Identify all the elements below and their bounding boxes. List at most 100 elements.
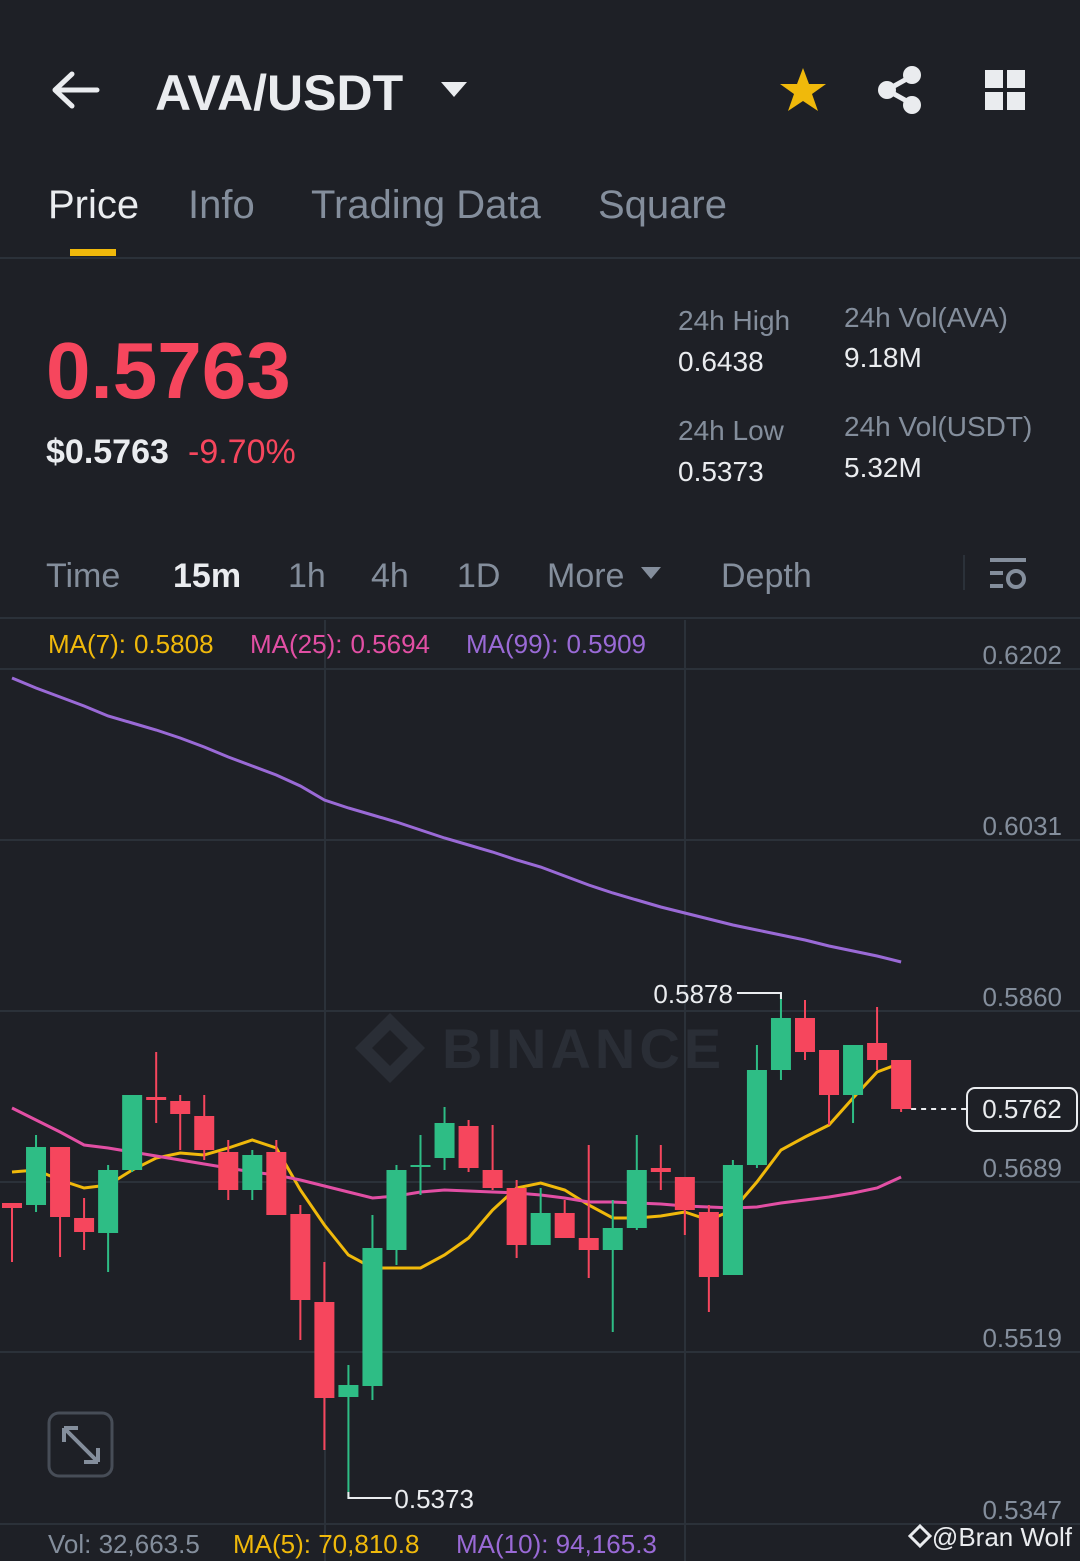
high-label: 0.5878 bbox=[653, 979, 733, 1009]
y-tick-label: 0.6202 bbox=[982, 640, 1062, 670]
share-button[interactable] bbox=[878, 66, 921, 114]
candle-body bbox=[98, 1170, 119, 1233]
candle-body bbox=[602, 1228, 623, 1250]
stat-label: 24h Vol(USDT) bbox=[844, 411, 1032, 442]
candle-body bbox=[482, 1170, 503, 1188]
last-price-box bbox=[966, 1087, 1078, 1132]
candle-body bbox=[458, 1126, 479, 1168]
candle-body bbox=[122, 1095, 143, 1170]
stat-label: 24h Vol(AVA) bbox=[844, 302, 1008, 333]
candle-body bbox=[338, 1385, 359, 1397]
y-tick-label: 0.5519 bbox=[982, 1323, 1062, 1353]
candle-body bbox=[266, 1152, 287, 1215]
interval[interactable]: 1D bbox=[457, 557, 500, 595]
tab[interactable]: Price bbox=[48, 183, 139, 227]
candle-body bbox=[578, 1238, 599, 1250]
candle-body bbox=[554, 1213, 575, 1238]
stat-label: 24h Low bbox=[678, 415, 785, 446]
candle-body bbox=[218, 1152, 239, 1190]
expand-icon bbox=[62, 1426, 100, 1464]
share-icon bbox=[903, 96, 921, 114]
interval[interactable]: More bbox=[547, 557, 624, 595]
stat-value: 5.32M bbox=[844, 452, 922, 483]
candle-body bbox=[891, 1060, 912, 1109]
interval[interactable]: Depth bbox=[721, 557, 812, 595]
candle-body bbox=[722, 1165, 743, 1275]
interval[interactable]: 15m bbox=[173, 557, 241, 595]
back-button[interactable] bbox=[52, 71, 100, 109]
candle-body bbox=[2, 1203, 22, 1208]
settings-icon bbox=[1006, 569, 1026, 589]
ma-legend-value: 0.5909 bbox=[566, 629, 646, 659]
candle-body bbox=[794, 1018, 815, 1052]
tab[interactable]: Trading Data bbox=[311, 183, 542, 227]
interval[interactable]: Time bbox=[46, 557, 120, 595]
ma-legend-value: 0.5808 bbox=[134, 629, 214, 659]
more-caret[interactable] bbox=[641, 567, 661, 579]
ma-legend-name: MA(99): bbox=[466, 629, 558, 659]
candle-body bbox=[819, 1050, 840, 1095]
pair-caret[interactable] bbox=[441, 82, 467, 97]
credit-logo bbox=[907, 1523, 933, 1549]
candle-body bbox=[170, 1101, 191, 1114]
candle-body bbox=[674, 1177, 695, 1210]
stat-value: 0.5373 bbox=[678, 456, 764, 487]
expand-frame bbox=[47, 1411, 114, 1478]
ma-line bbox=[11, 676, 902, 964]
layout-button[interactable] bbox=[985, 70, 1025, 110]
low-label: 0.5373 bbox=[394, 1484, 474, 1514]
tab[interactable]: Square bbox=[598, 183, 727, 227]
low-pointer bbox=[347, 1492, 392, 1499]
candle-body bbox=[146, 1097, 167, 1100]
expand-button[interactable] bbox=[47, 1411, 114, 1478]
last-price-label: 0.5762 bbox=[982, 1094, 1062, 1124]
candle-body bbox=[650, 1168, 671, 1172]
high-pointer bbox=[736, 992, 782, 999]
interval[interactable]: 1h bbox=[288, 557, 326, 595]
credit: @Bran Wolf bbox=[932, 1522, 1073, 1552]
grid-icon bbox=[985, 92, 1003, 110]
candle-body bbox=[362, 1248, 383, 1386]
candle-body bbox=[26, 1147, 47, 1205]
grid-icon bbox=[985, 70, 1003, 88]
candle-body bbox=[242, 1155, 263, 1190]
favorite-star[interactable] bbox=[780, 68, 826, 111]
tab[interactable]: Info bbox=[188, 183, 255, 227]
usd-price: $0.5763 bbox=[46, 433, 169, 471]
plot: 0.5878 0.5373 0.5762 bbox=[2, 676, 1078, 1514]
ma-legend-name: MA(7): bbox=[48, 629, 126, 659]
grid-icon bbox=[1007, 70, 1025, 88]
y-tick-label: 0.6031 bbox=[982, 811, 1062, 841]
candle-body bbox=[698, 1212, 719, 1277]
y-tick-label: 0.5860 bbox=[982, 982, 1062, 1012]
candle-body bbox=[290, 1214, 311, 1300]
candle-body bbox=[506, 1188, 527, 1245]
share-icon bbox=[878, 81, 896, 99]
grid-icon bbox=[1007, 92, 1025, 110]
candle-body bbox=[626, 1170, 647, 1228]
pair-title[interactable]: AVA/USDT bbox=[155, 65, 403, 121]
chart-settings[interactable] bbox=[990, 558, 1026, 589]
volume-ma5: MA(5): 70,810.8 bbox=[233, 1529, 419, 1559]
candle-body bbox=[194, 1116, 215, 1150]
stat-value: 0.6438 bbox=[678, 346, 764, 377]
share-icon bbox=[903, 66, 921, 84]
ma-legend-value: 0.5694 bbox=[350, 629, 430, 659]
interval[interactable]: 4h bbox=[371, 557, 409, 595]
candle-body bbox=[434, 1123, 455, 1158]
volume-label: Vol: 32,663.5 bbox=[48, 1529, 200, 1559]
stat-value: 9.18M bbox=[844, 342, 922, 373]
tab-indicator bbox=[70, 249, 116, 256]
candle-body bbox=[746, 1070, 767, 1165]
last-price: 0.5763 bbox=[46, 326, 291, 415]
y-tick-label: 0.5689 bbox=[982, 1153, 1062, 1183]
stat-label: 24h High bbox=[678, 305, 790, 336]
ma-legend-name: MA(25): bbox=[250, 629, 342, 659]
candle-body bbox=[74, 1218, 95, 1232]
volume-ma10: MA(10): 94,165.3 bbox=[456, 1529, 657, 1559]
candle-body bbox=[50, 1147, 71, 1217]
candle-body bbox=[386, 1170, 407, 1250]
